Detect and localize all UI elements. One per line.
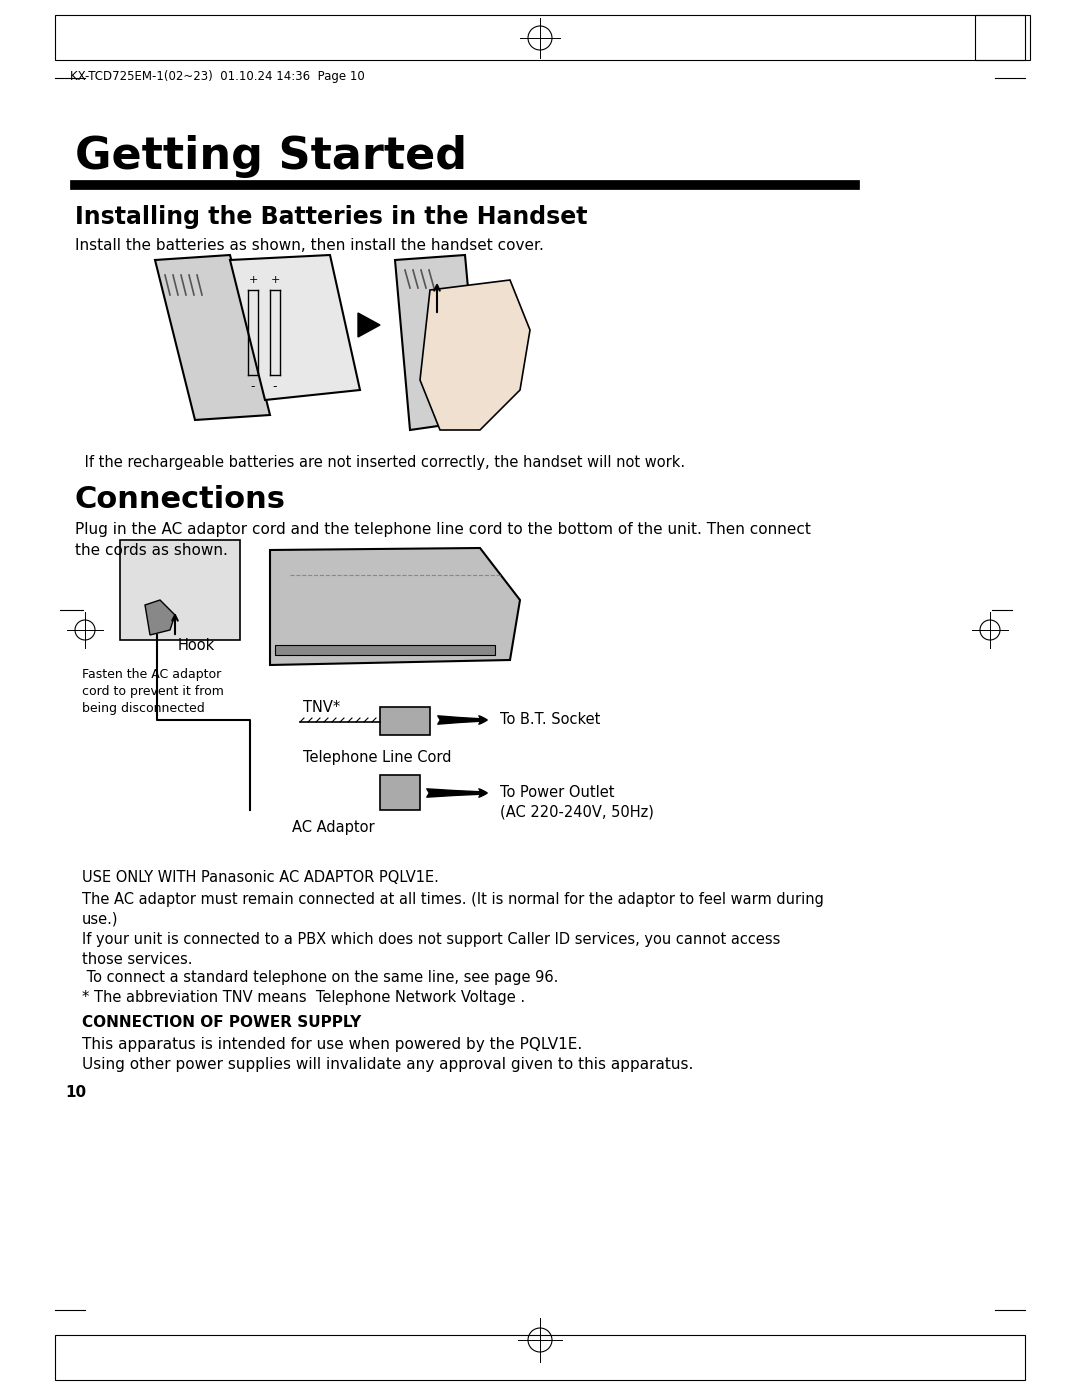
Text: AC Adaptor: AC Adaptor <box>293 820 375 835</box>
Polygon shape <box>156 256 270 420</box>
Text: +: + <box>248 275 258 285</box>
Polygon shape <box>357 313 380 337</box>
Bar <box>275 645 495 655</box>
Text: * The abbreviation TNV means  Telephone Network Voltage .: * The abbreviation TNV means Telephone N… <box>82 990 525 1004</box>
Text: Using other power supplies will invalidate any approval given to this apparatus.: Using other power supplies will invalida… <box>82 1058 693 1071</box>
Bar <box>55 1336 1025 1380</box>
Text: To B.T. Socket: To B.T. Socket <box>500 712 600 726</box>
Text: CONNECTION OF POWER SUPPLY: CONNECTION OF POWER SUPPLY <box>82 1016 361 1030</box>
Text: 10: 10 <box>65 1085 86 1099</box>
Text: Connections: Connections <box>75 485 286 514</box>
Polygon shape <box>270 548 519 665</box>
Bar <box>380 707 430 735</box>
Text: TNV*: TNV* <box>303 700 340 715</box>
Bar <box>120 541 240 640</box>
Bar <box>380 775 420 810</box>
Bar <box>975 15 1030 60</box>
Text: To connect a standard telephone on the same line, see page 96.: To connect a standard telephone on the s… <box>82 970 558 985</box>
Text: The AC adaptor must remain connected at all times. (It is normal for the adaptor: The AC adaptor must remain connected at … <box>82 893 824 926</box>
Text: Fasten the AC adaptor
cord to prevent it from
being disconnected: Fasten the AC adaptor cord to prevent it… <box>82 668 224 715</box>
Text: -: - <box>273 380 278 393</box>
Text: KX-TCD725EM-1(02~23)  01.10.24 14:36  Page 10: KX-TCD725EM-1(02~23) 01.10.24 14:36 Page… <box>70 70 365 82</box>
Polygon shape <box>230 256 360 400</box>
Polygon shape <box>145 599 175 636</box>
Text: -: - <box>251 380 255 393</box>
Text: This apparatus is intended for use when powered by the PQLV1E.: This apparatus is intended for use when … <box>82 1037 582 1052</box>
Text: Plug in the AC adaptor cord and the telephone line cord to the bottom of the uni: Plug in the AC adaptor cord and the tele… <box>75 522 811 557</box>
Text: Hook: Hook <box>178 638 215 652</box>
Polygon shape <box>395 256 480 430</box>
Text: If the rechargeable batteries are not inserted correctly, the handset will not w: If the rechargeable batteries are not in… <box>80 455 685 469</box>
Text: Getting Started: Getting Started <box>75 136 468 177</box>
Text: +: + <box>270 275 280 285</box>
Bar <box>55 15 1025 60</box>
Text: USE ONLY WITH Panasonic AC ADAPTOR PQLV1E.: USE ONLY WITH Panasonic AC ADAPTOR PQLV1… <box>82 870 438 886</box>
Text: Telephone Line Cord: Telephone Line Cord <box>303 750 451 766</box>
Text: To Power Outlet
(AC 220-240V, 50Hz): To Power Outlet (AC 220-240V, 50Hz) <box>500 785 653 820</box>
Text: If your unit is connected to a PBX which does not support Caller ID services, yo: If your unit is connected to a PBX which… <box>82 932 781 967</box>
Text: Install the batteries as shown, then install the handset cover.: Install the batteries as shown, then ins… <box>75 237 544 253</box>
Polygon shape <box>420 279 530 430</box>
Text: Installing the Batteries in the Handset: Installing the Batteries in the Handset <box>75 205 588 229</box>
